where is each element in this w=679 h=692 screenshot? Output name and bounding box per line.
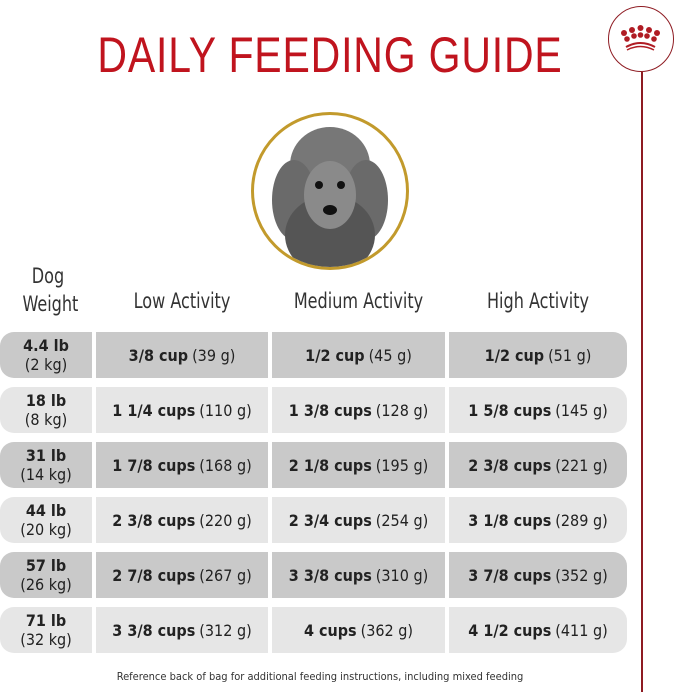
weight-cell: 71 lb (32 kg)	[0, 607, 92, 653]
header-high-activity: High Activity	[486, 289, 590, 313]
weight-lb: 44 lb	[25, 501, 67, 520]
grams-amount: (128 g)	[375, 400, 429, 420]
high-activity-cell: 3 1/8 cups (289 g)	[449, 497, 627, 543]
header-medium-activity: Medium Activity	[293, 289, 424, 313]
medium-activity-cell: 3 3/8 cups (310 g)	[272, 552, 445, 598]
cups-amount: 2 3/8 cups	[468, 455, 552, 475]
weight-cell: 4.4 lb (2 kg)	[0, 332, 92, 378]
high-activity-cell: 1 5/8 cups (145 g)	[449, 387, 627, 433]
high-activity-cell: 2 3/8 cups (221 g)	[449, 442, 627, 488]
cups-amount: 4 cups	[303, 620, 357, 640]
header-weight: Dog Weight	[22, 262, 79, 318]
table-row: 57 lb (26 kg) 2 7/8 cups (267 g) 3 3/8 cups(…	[0, 552, 627, 598]
cups-amount: 4 1/2 cups	[468, 620, 552, 640]
table-row: 44 lb (20 kg) 2 3/8 cups (220 g) 2 3/4 cups(…	[0, 497, 627, 543]
medium-activity-cell: 4 cups (362 g)	[272, 607, 445, 653]
weight-cell: 18 lb (8 kg)	[0, 387, 92, 433]
medium-activity-cell: 1/2 cup (45 g)	[272, 332, 445, 378]
table-row: 4.4 lb (2 kg) 3/8 cup (39 g) 1/2 cup (45 g) 1/…	[0, 332, 627, 378]
weight-lb: 18 lb	[25, 391, 67, 410]
cups-amount: 1 3/8 cups	[288, 400, 372, 420]
cups-amount: 1 7/8 cups	[112, 455, 196, 475]
brand-logo	[608, 6, 674, 72]
cups-amount: 3 7/8 cups	[468, 565, 552, 585]
weight-kg: (8 kg)	[24, 410, 68, 429]
low-activity-cell: 3/8 cup (39 g)	[96, 332, 268, 378]
grams-amount: (220 g)	[199, 510, 252, 530]
cups-amount: 1 5/8 cups	[468, 400, 552, 420]
weight-cell: 44 lb (20 kg)	[0, 497, 92, 543]
grams-amount: (289 g)	[555, 510, 608, 530]
low-activity-cell: 2 7/8 cups (267 g)	[96, 552, 268, 598]
cups-amount: 3 3/8 cups	[112, 620, 196, 640]
grams-amount: (45 g)	[368, 345, 412, 365]
low-activity-cell: 2 3/8 cups (220 g)	[96, 497, 268, 543]
cups-amount: 1 1/4 cups	[112, 400, 196, 420]
header-low-activity: Low Activity	[133, 289, 231, 313]
low-activity-cell: 3 3/8 cups (312 g)	[96, 607, 268, 653]
grams-amount: (39 g)	[192, 345, 236, 365]
weight-lb: 31 lb	[25, 446, 67, 465]
crown-icon	[621, 25, 660, 51]
cups-amount: 2 7/8 cups	[112, 565, 196, 585]
grams-amount: (312 g)	[199, 620, 252, 640]
grams-amount: (168 g)	[199, 455, 252, 475]
weight-kg: (2 kg)	[24, 355, 68, 374]
grams-amount: (254 g)	[375, 510, 429, 530]
weight-kg: (32 kg)	[20, 630, 72, 649]
weight-cell: 57 lb (26 kg)	[0, 552, 92, 598]
cups-amount: 1/2 cup	[305, 345, 365, 365]
weight-kg: (20 kg)	[20, 520, 72, 539]
cups-amount: 3 1/8 cups	[468, 510, 552, 530]
footer-note: Reference back of bag for additional fee…	[116, 670, 524, 683]
low-activity-cell: 1 1/4 cups (110 g)	[96, 387, 268, 433]
high-activity-cell: 1/2 cup (51 g)	[449, 332, 627, 378]
grams-amount: (362 g)	[360, 620, 414, 640]
weight-lb: 4.4 lb	[23, 336, 69, 355]
grams-amount: (51 g)	[548, 345, 592, 365]
header-weight-line2: Weight	[22, 292, 79, 316]
medium-activity-cell: 2 3/4 cups (254 g)	[272, 497, 445, 543]
weight-lb: 57 lb	[25, 556, 67, 575]
medium-activity-cell: 1 3/8 cups (128 g)	[272, 387, 445, 433]
grams-amount: (221 g)	[555, 455, 608, 475]
low-activity-cell: 1 7/8 cups (168 g)	[96, 442, 268, 488]
high-activity-cell: 4 1/2 cups (411 g)	[449, 607, 627, 653]
cups-amount: 1/2 cup	[484, 345, 545, 365]
page-title: DAILY FEEDING GUIDE	[97, 27, 563, 83]
table-row: 18 lb (8 kg) 1 1/4 cups (110 g) 1 3/8 cups (1…	[0, 387, 627, 433]
grams-amount: (352 g)	[555, 565, 608, 585]
grams-amount: (195 g)	[375, 455, 429, 475]
medium-activity-cell: 2 1/8 cups (195 g)	[272, 442, 445, 488]
grams-amount: (310 g)	[375, 565, 429, 585]
cups-amount: 2 3/4 cups	[288, 510, 372, 530]
divider-line	[641, 72, 643, 692]
weight-kg: (14 kg)	[20, 465, 72, 484]
weight-cell: 31 lb (14 kg)	[0, 442, 92, 488]
poodle-photo	[251, 112, 409, 270]
cups-amount: 3 3/8 cups	[288, 565, 372, 585]
grams-amount: (145 g)	[555, 400, 608, 420]
table-row: 31 lb (14 kg) 1 7/8 cups (168 g) 2 1/8 cups(…	[0, 442, 627, 488]
grams-amount: (411 g)	[555, 620, 608, 640]
cups-amount: 3/8 cup	[128, 345, 189, 365]
table-row: 71 lb (32 kg) 3 3/8 cups (312 g) 4 cups (362 …	[0, 607, 627, 653]
weight-lb: 71 lb	[25, 611, 67, 630]
cups-amount: 2 1/8 cups	[288, 455, 372, 475]
cups-amount: 2 3/8 cups	[112, 510, 196, 530]
grams-amount: (267 g)	[199, 565, 252, 585]
grams-amount: (110 g)	[199, 400, 252, 420]
header-weight-line1: Dog	[31, 264, 65, 288]
high-activity-cell: 3 7/8 cups (352 g)	[449, 552, 627, 598]
weight-kg: (26 kg)	[20, 575, 72, 594]
